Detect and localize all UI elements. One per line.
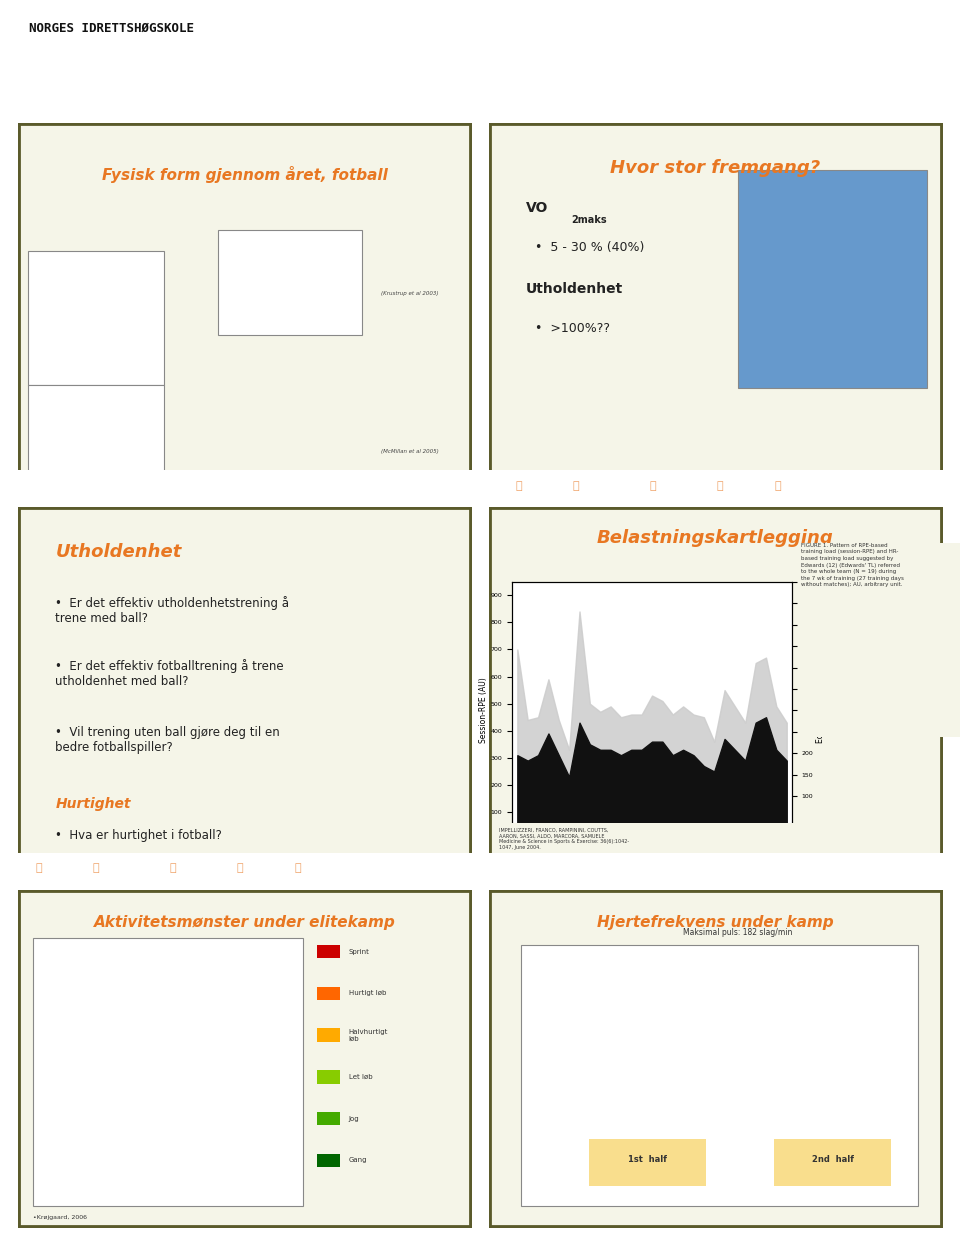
Text: Utholdenhet: Utholdenhet xyxy=(56,542,181,561)
Text: ⚽: ⚽ xyxy=(295,863,300,874)
Text: 1st  half: 1st half xyxy=(628,1155,667,1164)
Text: Gang: Gang xyxy=(348,1158,367,1164)
FancyBboxPatch shape xyxy=(317,1029,340,1041)
Text: Aktivitetsmønster under elitekamp: Aktivitetsmønster under elitekamp xyxy=(94,915,396,930)
Text: Halvhurtigt
løb: Halvhurtigt løb xyxy=(348,1029,388,1041)
Text: Sprint: Sprint xyxy=(348,948,370,954)
Text: Utholdenhet: Utholdenhet xyxy=(526,282,623,296)
Text: •Krøjgaard, 2006: •Krøjgaard, 2006 xyxy=(33,1214,86,1219)
FancyBboxPatch shape xyxy=(317,1070,340,1083)
Text: ⚽: ⚽ xyxy=(170,863,176,874)
X-axis label: Training days: Training days xyxy=(624,859,680,869)
Text: •  Hva er hurtighet i fotball?: • Hva er hurtighet i fotball? xyxy=(56,828,222,842)
Text: (Krustrup et al 2003): (Krustrup et al 2003) xyxy=(381,291,439,296)
Text: •  Er det effektiv fotballtrening å trene
utholdenhet med ball?: • Er det effektiv fotballtrening å trene… xyxy=(56,660,284,688)
Text: ⚽: ⚽ xyxy=(573,480,579,491)
Text: NORGES IDRETTSHØGSKOLE: NORGES IDRETTSHØGSKOLE xyxy=(29,21,194,35)
Text: Fysisk form gjennom året, fotball: Fysisk form gjennom året, fotball xyxy=(102,166,388,183)
Text: VO: VO xyxy=(526,201,548,215)
Text: FIGURE 1. Pattern of RPE-based
training load (session-RPE) and HR-
based trainin: FIGURE 1. Pattern of RPE-based training … xyxy=(801,542,903,588)
Text: ⚽: ⚽ xyxy=(36,863,41,874)
Text: Jog: Jog xyxy=(348,1115,359,1122)
Text: (McMillan et al 2005): (McMillan et al 2005) xyxy=(381,449,439,454)
FancyBboxPatch shape xyxy=(317,1112,340,1125)
Text: ⚽: ⚽ xyxy=(93,863,99,874)
FancyBboxPatch shape xyxy=(317,987,340,1000)
Text: Hurtigt løb: Hurtigt løb xyxy=(348,990,386,997)
Text: Hjertefrekvens under kamp: Hjertefrekvens under kamp xyxy=(597,915,833,930)
FancyBboxPatch shape xyxy=(28,385,163,484)
FancyBboxPatch shape xyxy=(33,938,303,1206)
Text: ⚽: ⚽ xyxy=(650,480,656,491)
Text: •  Vil trening uten ball gjøre deg til en
bedre fotballspiller?: • Vil trening uten ball gjøre deg til en… xyxy=(56,727,280,754)
Text: 2maks: 2maks xyxy=(571,214,607,224)
Text: 2nd  half: 2nd half xyxy=(811,1155,853,1164)
FancyBboxPatch shape xyxy=(218,230,362,335)
Y-axis label: Edwards' TL (AU): Edwards' TL (AU) xyxy=(816,678,826,743)
Text: Belastningskartlegging: Belastningskartlegging xyxy=(597,529,833,547)
Text: ⚽: ⚽ xyxy=(516,480,521,491)
FancyBboxPatch shape xyxy=(317,1154,340,1167)
FancyBboxPatch shape xyxy=(28,251,163,385)
Text: ⚽: ⚽ xyxy=(775,480,780,491)
Text: •  >100%??: • >100%?? xyxy=(535,322,610,335)
Text: Hvor stor fremgang?: Hvor stor fremgang? xyxy=(610,160,821,177)
Text: Let løb: Let løb xyxy=(348,1073,372,1080)
Text: ⚽: ⚽ xyxy=(237,863,243,874)
FancyBboxPatch shape xyxy=(317,945,340,958)
FancyBboxPatch shape xyxy=(521,945,918,1206)
Text: •  Er det effektiv utholdenhetstrening å
trene med ball?: • Er det effektiv utholdenhetstrening å … xyxy=(56,595,289,625)
FancyBboxPatch shape xyxy=(737,170,927,389)
Text: IMPELLIZZERI, FRANCO, RAMPININI, COUTTS,
AARON, SASSI, ALDO, MARCORA, SAMUELE
Me: IMPELLIZZERI, FRANCO, RAMPININI, COUTTS,… xyxy=(499,827,630,851)
FancyBboxPatch shape xyxy=(774,1139,891,1186)
Text: Hurtighet: Hurtighet xyxy=(56,797,131,811)
Text: ⚽: ⚽ xyxy=(717,480,723,491)
Y-axis label: Session-RPE (AU): Session-RPE (AU) xyxy=(479,677,488,743)
Text: •  5 - 30 % (40%): • 5 - 30 % (40%) xyxy=(535,241,644,254)
Text: Maksimal puls: 182 slag/min: Maksimal puls: 182 slag/min xyxy=(684,927,792,937)
FancyBboxPatch shape xyxy=(588,1139,707,1186)
